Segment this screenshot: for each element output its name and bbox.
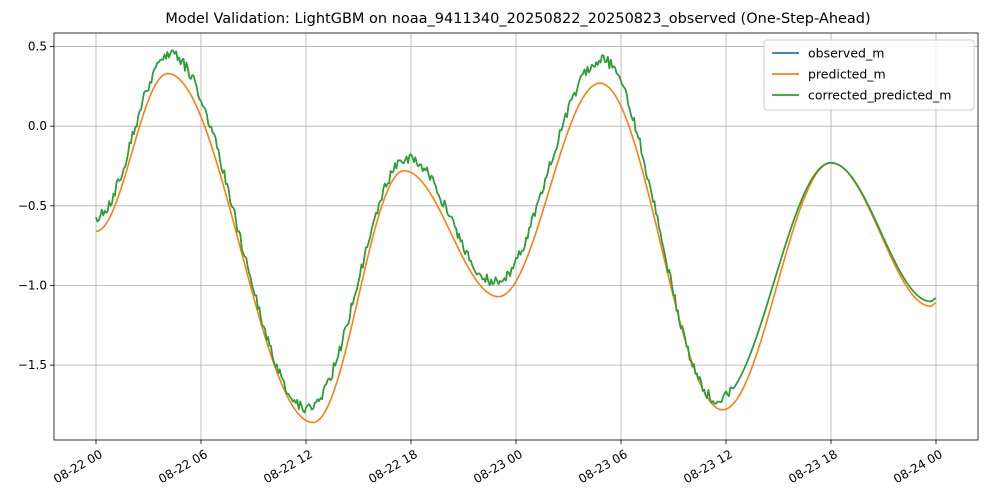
legend-label: observed_m bbox=[808, 46, 884, 61]
y-tick-label: −0.5 bbox=[18, 199, 47, 213]
series-line-predicted-m bbox=[95, 72, 937, 424]
plot-area bbox=[95, 49, 937, 424]
chart-title: Model Validation: LightGBM on noaa_94113… bbox=[165, 11, 870, 27]
legend-box bbox=[763, 39, 975, 111]
legend-label: predicted_m bbox=[808, 67, 886, 82]
y-tick-label: 0.0 bbox=[28, 119, 47, 133]
legend: observed_m predicted_m corrected_predicted… bbox=[763, 39, 975, 111]
y-tick-label: 0.5 bbox=[28, 40, 47, 54]
series-layer bbox=[95, 49, 937, 424]
legend-label: corrected_predicted_m bbox=[808, 88, 951, 103]
y-tick-label: −1.0 bbox=[18, 278, 47, 292]
series-line-corrected-predicted-m bbox=[95, 49, 937, 414]
y-tick-label: −1.5 bbox=[18, 358, 47, 372]
